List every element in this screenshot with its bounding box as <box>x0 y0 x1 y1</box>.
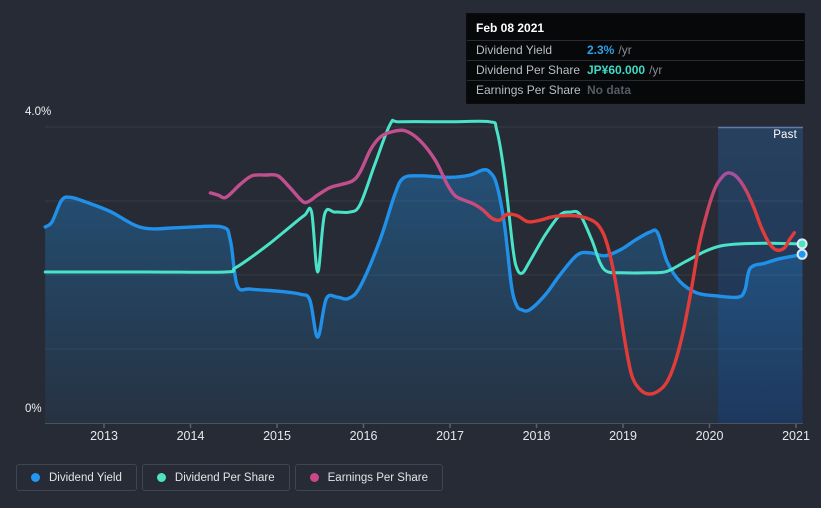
x-tick-label: 2013 <box>90 429 118 443</box>
tooltip-row-dividend-per-share: Dividend Per Share JP¥60.000/yr <box>467 60 804 80</box>
hover-marker-dividend-per-share <box>796 238 808 250</box>
tooltip-label: Dividend Per Share <box>476 63 581 77</box>
x-axis-labels: 2013 2014 2015 2016 2017 2018 2019 2020 2021 <box>0 429 821 445</box>
tooltip-date: Feb 08 2021 <box>476 21 545 35</box>
x-tick-label: 2021 <box>782 429 810 443</box>
tooltip-value: JP¥60.000 <box>587 63 646 77</box>
tooltip-suffix: /yr <box>618 43 632 57</box>
legend-label: Dividend Yield <box>49 471 122 484</box>
hover-tooltip: Feb 08 2021 Dividend Yield 2.3%/yr Divide… <box>466 13 805 104</box>
x-tick-label: 2020 <box>695 429 724 443</box>
legend-label: Earnings Per Share <box>327 471 428 484</box>
tooltip-suffix: /yr <box>649 63 663 77</box>
legend-item-dividend-per-share[interactable]: Dividend Per Share <box>141 464 290 491</box>
dividend-yield-dot-icon <box>31 473 40 482</box>
tooltip-value: No data <box>587 83 632 97</box>
y-axis-label-bottom: 0% <box>25 403 42 415</box>
earnings-per-share-dot-icon <box>309 473 319 482</box>
legend-label: Dividend Per Share <box>174 471 275 484</box>
tooltip-label: Earnings Per Share <box>476 83 581 97</box>
x-tick-label: 2015 <box>263 429 291 443</box>
x-tick-label: 2018 <box>522 429 551 443</box>
x-tick-label: 2019 <box>609 429 637 443</box>
dividend-yield-area <box>45 169 803 423</box>
hover-marker-dividend-yield <box>796 248 808 260</box>
x-tick-label: 2016 <box>349 429 378 443</box>
series-line-dividend-yield <box>43 167 804 339</box>
tooltip-value: 2.3% <box>587 43 615 57</box>
dividend-per-share-dot-icon <box>156 473 166 482</box>
x-tick-label: 2017 <box>436 429 464 443</box>
tooltip-label: Dividend Yield <box>476 43 553 57</box>
tooltip-row-earnings-per-share: Earnings Per Share No data <box>467 80 804 100</box>
tooltip-row-dividend-yield: Dividend Yield 2.3%/yr <box>467 40 804 60</box>
past-region-label: Past <box>773 129 797 141</box>
legend: Dividend Yield Dividend Per Share Earnin… <box>16 464 443 491</box>
y-axis-label-top: 4.0% <box>25 106 52 118</box>
legend-item-earnings-per-share[interactable]: Earnings Per Share <box>294 464 443 491</box>
series-line-earnings-per-share <box>208 128 796 396</box>
x-tick-label: 2014 <box>176 429 205 443</box>
legend-item-dividend-yield[interactable]: Dividend Yield <box>16 464 137 491</box>
series-line-dividend-per-share <box>43 118 804 275</box>
